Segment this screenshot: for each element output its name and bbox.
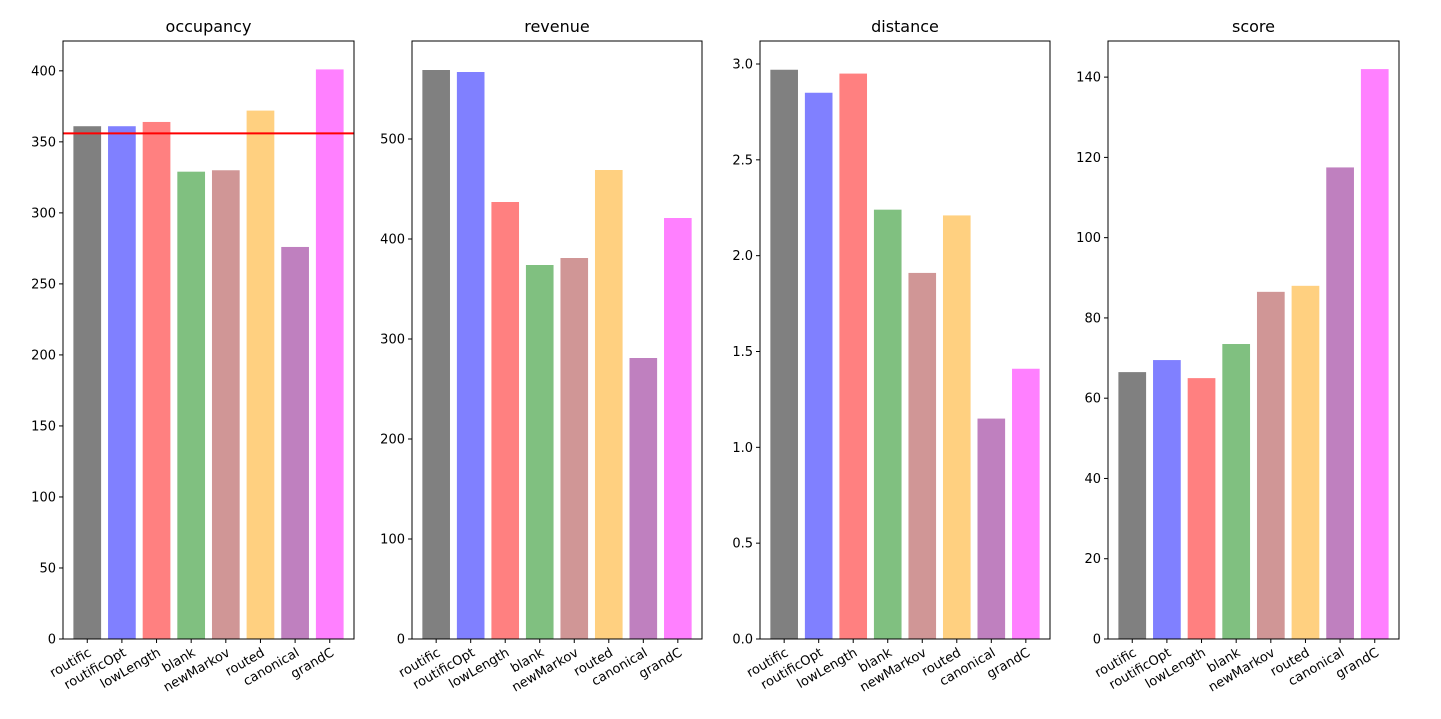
bar-routific[interactable] [770, 69, 798, 639]
y-tick-label: 2.0 [732, 249, 753, 264]
y-tick-label: 100 [380, 533, 405, 548]
y-tick-label: 500 [380, 133, 405, 148]
bar-newMarkov[interactable] [908, 272, 937, 639]
bar-blank[interactable] [177, 171, 206, 640]
bar-grandC[interactable] [315, 69, 344, 639]
y-tick-label: 80 [1084, 311, 1101, 326]
bar-routed[interactable] [942, 215, 971, 639]
chart-panel-occupancy: occupancy050100150200250300350400routifi… [31, 17, 355, 696]
bar-routificOpt[interactable] [108, 126, 136, 640]
y-tick-label: 200 [31, 348, 56, 363]
bar-canonical[interactable] [281, 246, 309, 640]
bar-lowLength[interactable] [1187, 378, 1216, 639]
chart-panel-distance: distance0.00.51.01.52.02.53.0routificrou… [732, 17, 1051, 696]
bar-blank[interactable] [525, 265, 554, 639]
bar-canonical[interactable] [629, 358, 658, 639]
chart-title: revenue [524, 17, 590, 36]
y-tick-label: 350 [31, 135, 56, 150]
y-tick-label: 0 [48, 633, 56, 648]
y-tick-label: 400 [380, 233, 405, 248]
chart-panel-revenue: revenue0100200300400500routificroutificO… [380, 17, 703, 696]
bar-routificOpt[interactable] [804, 92, 833, 639]
chart-panel-score: score020406080100120140routificroutificO… [1076, 17, 1400, 696]
y-tick-label: 140 [1076, 71, 1101, 86]
bar-blank[interactable] [873, 209, 902, 639]
y-tick-label: 3.0 [732, 58, 753, 73]
y-tick-label: 150 [31, 419, 56, 434]
chart-title: score [1232, 17, 1275, 36]
chart-title: occupancy [166, 17, 252, 36]
y-tick-label: 250 [31, 277, 56, 292]
axes-frame [759, 40, 1051, 640]
bar-newMarkov[interactable] [211, 170, 240, 639]
bar-blank[interactable] [1222, 344, 1251, 639]
y-tick-label: 50 [39, 561, 56, 576]
y-tick-label: 100 [1076, 231, 1101, 246]
y-tick-label: 1.0 [732, 441, 753, 456]
axes-frame [411, 40, 703, 640]
bar-routificOpt[interactable] [456, 72, 485, 639]
bar-newMarkov[interactable] [1256, 291, 1285, 639]
bar-lowLength[interactable] [839, 73, 868, 640]
bar-routed[interactable] [1291, 285, 1320, 639]
bar-routific[interactable] [1118, 372, 1147, 639]
bar-newMarkov[interactable] [560, 258, 589, 639]
chart-title: distance [871, 17, 939, 36]
y-tick-label: 0 [1093, 633, 1101, 648]
bar-routed[interactable] [246, 110, 275, 639]
axes-frame [62, 40, 355, 640]
y-tick-label: 0.0 [732, 633, 753, 648]
bar-routificOpt[interactable] [1153, 360, 1181, 639]
bar-routific[interactable] [422, 70, 450, 639]
y-tick-label: 1.5 [732, 345, 753, 360]
y-tick-label: 400 [31, 64, 56, 79]
bar-canonical[interactable] [1326, 167, 1354, 639]
y-tick-label: 120 [1076, 151, 1101, 166]
bar-routed[interactable] [594, 170, 623, 639]
y-tick-label: 300 [380, 333, 405, 348]
y-tick-label: 100 [31, 490, 56, 505]
y-tick-label: 40 [1084, 472, 1101, 487]
bar-lowLength[interactable] [142, 121, 171, 640]
bar-grandC[interactable] [1360, 69, 1389, 640]
y-tick-label: 0 [397, 633, 405, 648]
y-tick-label: 200 [380, 433, 405, 448]
bar-canonical[interactable] [977, 418, 1006, 639]
bar-grandC[interactable] [664, 218, 692, 639]
y-tick-label: 0.5 [732, 537, 753, 552]
y-tick-label: 2.5 [732, 153, 753, 168]
y-tick-label: 20 [1084, 552, 1101, 567]
bar-lowLength[interactable] [491, 202, 520, 639]
bar-grandC[interactable] [1012, 368, 1040, 639]
y-tick-label: 60 [1084, 392, 1101, 407]
y-tick-label: 300 [31, 206, 56, 221]
axes-frame [1107, 40, 1400, 640]
bar-routific[interactable] [73, 126, 102, 640]
